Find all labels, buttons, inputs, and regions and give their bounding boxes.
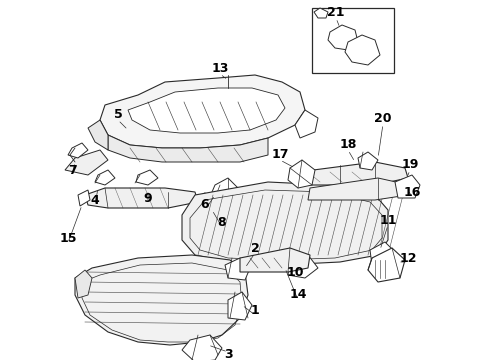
Polygon shape bbox=[182, 335, 222, 360]
Polygon shape bbox=[328, 25, 358, 50]
Polygon shape bbox=[228, 292, 252, 320]
Text: 20: 20 bbox=[374, 112, 392, 125]
Text: 19: 19 bbox=[401, 158, 418, 171]
Text: 14: 14 bbox=[289, 288, 307, 302]
Text: 18: 18 bbox=[339, 139, 357, 152]
Polygon shape bbox=[65, 150, 108, 175]
Polygon shape bbox=[368, 248, 405, 282]
Text: 15: 15 bbox=[59, 231, 77, 244]
Text: 10: 10 bbox=[286, 266, 304, 279]
Text: 12: 12 bbox=[399, 252, 417, 265]
Polygon shape bbox=[95, 170, 115, 185]
Text: 2: 2 bbox=[250, 242, 259, 255]
Polygon shape bbox=[68, 143, 88, 158]
Text: 21: 21 bbox=[327, 5, 345, 18]
Polygon shape bbox=[193, 193, 212, 210]
Polygon shape bbox=[308, 178, 408, 200]
Text: 1: 1 bbox=[250, 303, 259, 316]
Polygon shape bbox=[345, 35, 380, 65]
Polygon shape bbox=[136, 170, 158, 185]
Polygon shape bbox=[395, 175, 420, 198]
Polygon shape bbox=[225, 258, 250, 280]
Polygon shape bbox=[288, 160, 315, 188]
Polygon shape bbox=[212, 178, 238, 200]
Text: 5: 5 bbox=[114, 108, 122, 122]
Text: 17: 17 bbox=[271, 148, 289, 162]
Text: 16: 16 bbox=[403, 185, 421, 198]
Polygon shape bbox=[288, 255, 318, 278]
Polygon shape bbox=[85, 188, 198, 208]
Text: 9: 9 bbox=[144, 192, 152, 204]
Polygon shape bbox=[240, 248, 310, 272]
Text: 3: 3 bbox=[224, 348, 232, 360]
Polygon shape bbox=[100, 75, 305, 148]
Text: 6: 6 bbox=[201, 198, 209, 211]
Polygon shape bbox=[108, 135, 268, 162]
Text: 11: 11 bbox=[379, 213, 397, 226]
Polygon shape bbox=[370, 242, 395, 265]
Polygon shape bbox=[314, 8, 328, 18]
Polygon shape bbox=[295, 110, 318, 138]
Polygon shape bbox=[88, 120, 108, 150]
Polygon shape bbox=[182, 182, 388, 265]
Polygon shape bbox=[128, 88, 285, 133]
Polygon shape bbox=[78, 190, 90, 206]
Text: 7: 7 bbox=[68, 163, 76, 176]
Text: 4: 4 bbox=[91, 194, 99, 207]
Bar bbox=[312, 8, 394, 73]
Polygon shape bbox=[75, 270, 92, 298]
Polygon shape bbox=[298, 162, 408, 185]
Text: 13: 13 bbox=[211, 62, 229, 75]
Polygon shape bbox=[358, 152, 378, 170]
Polygon shape bbox=[75, 255, 248, 345]
Text: 8: 8 bbox=[218, 216, 226, 229]
